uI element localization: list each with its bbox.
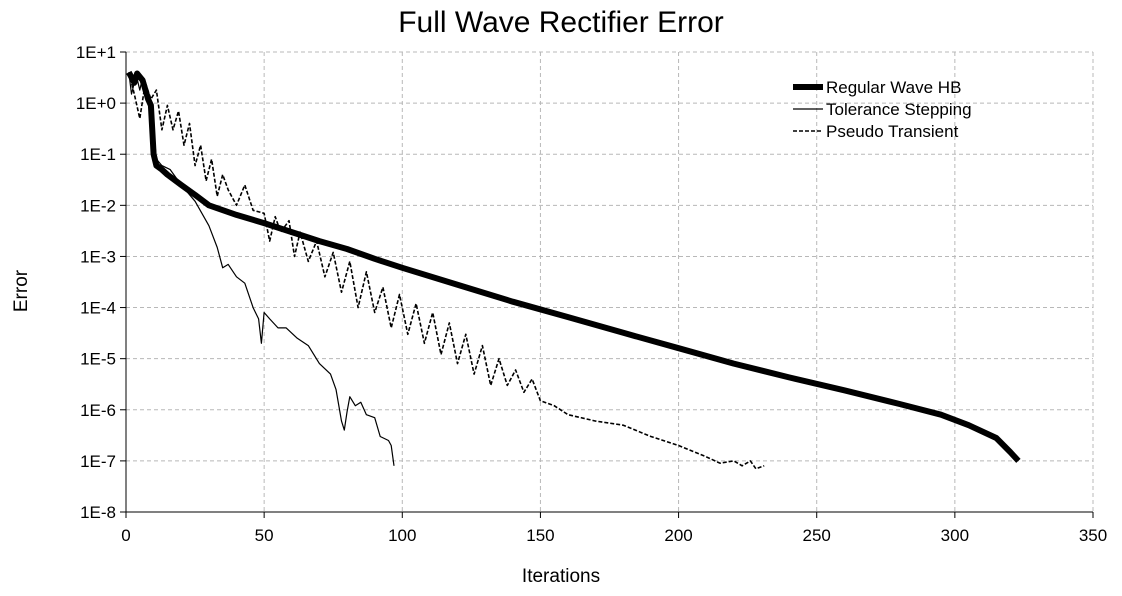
legend: Regular Wave HB Tolerance Stepping Pseudo … <box>793 78 972 141</box>
x-tick-label: 300 <box>941 526 969 545</box>
y-tick-label: 1E-4 <box>80 299 116 318</box>
y-tick-label: 1E-3 <box>80 247 116 266</box>
x-tick-label: 200 <box>664 526 692 545</box>
axes <box>120 51 1094 518</box>
series-lines <box>126 70 1021 470</box>
legend-label: Tolerance Stepping <box>826 100 972 119</box>
series-line-2 <box>128 72 395 466</box>
y-tick-label: 1E-2 <box>80 196 116 215</box>
x-tick-label: 50 <box>255 526 274 545</box>
x-tick-label: 250 <box>803 526 831 545</box>
y-tick-label: 1E+0 <box>76 94 116 113</box>
y-tick-label: 1E-7 <box>80 452 116 471</box>
x-tick-label: 350 <box>1079 526 1107 545</box>
y-tick-label: 1E-6 <box>80 401 116 420</box>
y-tick-label: 1E-5 <box>80 350 116 369</box>
x-tick-label: 0 <box>121 526 130 545</box>
x-axis-label: Iterations <box>521 566 601 587</box>
chart-title: Full Wave Rectifier Error <box>398 6 724 39</box>
legend-label: Regular Wave HB <box>826 78 961 97</box>
x-tick-label: 150 <box>526 526 554 545</box>
series-line-3 <box>128 72 765 470</box>
x-tick-label: 100 <box>388 526 416 545</box>
tick-labels: 0 50 100 150 200 250 300 350 1E+1 1E+0 1E-1 1E-2 1E-… <box>76 43 1107 545</box>
grid-lines <box>126 51 1094 512</box>
y-tick-label: 1E-1 <box>80 145 116 164</box>
y-tick-label: 1E+1 <box>76 43 116 62</box>
y-tick-label: 1E-8 <box>80 503 116 522</box>
legend-label: Pseudo Transient <box>826 122 959 141</box>
